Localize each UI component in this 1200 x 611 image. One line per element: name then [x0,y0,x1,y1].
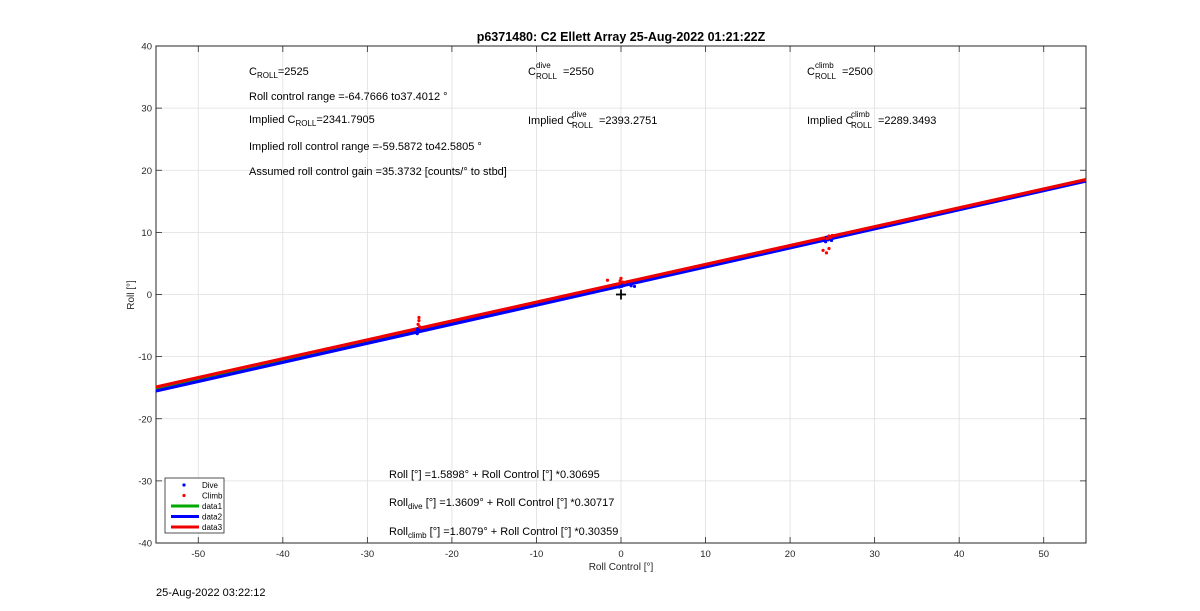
legend-marker-climb [182,493,186,498]
x-tick-label: -10 [530,549,544,560]
svg-text:=2393.2751: =2393.2751 [599,115,657,127]
point-dive [617,285,621,289]
x-tick-label: 0 [618,549,623,560]
svg-text:dive: dive [536,61,551,70]
x-tick-label: -50 [191,549,205,560]
point-dive [824,240,828,244]
point-climb [619,276,623,280]
y-tick-label: 20 [141,166,152,177]
point-climb [416,322,420,326]
svg-text:climb: climb [815,61,834,70]
annotation-c-roll: CROLL=2525 [249,66,309,80]
svg-text:climb: climb [851,110,870,119]
annotation-c-roll-dive: C dive ROLL =2550 [528,61,594,81]
y-tick-label: 10 [141,228,152,239]
x-tick-label: 20 [785,549,796,560]
annotation-c-roll-climb: C climb ROLL =2500 [807,61,873,81]
x-tick-label: -20 [445,549,459,560]
x-tick-label: 50 [1038,549,1049,560]
point-dive [414,330,418,334]
svg-text:ROLL: ROLL [815,72,836,81]
point-climb [830,233,834,238]
annotation-implied-roll-range: Implied roll control range =-59.5872 to4… [249,141,482,153]
legend-label-data3: data3 [202,523,223,532]
x-tick-label: 30 [869,549,880,560]
annotation-implied-c-roll-climb: Implied C climb ROLL =2289.3493 [807,110,936,130]
point-climb [824,251,829,255]
data-points [414,233,834,336]
svg-text:Implied C: Implied C [807,115,854,127]
point-dive [418,329,422,333]
y-tick-label: -30 [138,476,152,487]
point-climb [605,278,610,282]
point-dive [829,238,834,243]
svg-text:ROLL: ROLL [572,121,593,130]
svg-text:C: C [528,66,536,78]
footer-timestamp: 25-Aug-2022 03:22:12 [156,587,266,599]
svg-text:C: C [807,66,815,78]
point-climb [825,236,829,241]
svg-text:=2289.3493: =2289.3493 [878,115,936,127]
axis-ticks: -50 -40 -30 -20 -10 0 10 20 30 40 50 -40 -30 -20 -10 0 1… [138,42,1086,560]
point-climb [622,281,626,285]
x-tick-label: -40 [276,549,290,560]
point-dive [620,284,624,289]
point-dive [415,328,419,332]
point-dive [629,284,633,288]
point-climb [821,248,825,252]
point-climb [827,246,831,251]
y-tick-label: 40 [141,42,152,53]
annotation-roll-control-range: Roll control range =-64.7666 to37.4012 ° [249,91,448,103]
point-climb [618,279,622,283]
legend-label-climb: Climb [202,492,223,501]
x-tick-label: 10 [700,549,711,560]
x-tick-label: -30 [360,549,374,560]
legend-label-dive: Dive [202,481,219,490]
point-dive [632,284,637,289]
svg-text:Implied C: Implied C [528,115,575,127]
equation-dive: Rolldive [°] =1.3609° + Roll Control [°]… [389,497,614,511]
point-dive [626,282,630,287]
legend-label-data2: data2 [202,513,223,522]
svg-text:ROLL: ROLL [851,121,872,130]
y-tick-label: 30 [141,104,152,115]
legend-label-data1: data1 [202,502,223,511]
point-climb [417,315,421,320]
x-tick-label: 40 [954,549,965,560]
annotation-gain: Assumed roll control gain =35.3732 [coun… [249,166,507,178]
point-climb [417,318,421,323]
y-axis-label: Roll [°] [126,280,137,310]
annotation-implied-c-roll-dive: Implied C dive ROLL =2393.2751 [528,110,657,130]
svg-text:dive: dive [572,110,587,119]
chart-title: p6371480: C2 Ellett Array 25-Aug-2022 01… [477,30,766,44]
svg-text:=2500: =2500 [842,66,873,78]
y-tick-label: -40 [138,539,152,550]
equation-all: Roll [°] =1.5898° + Roll Control [°] *0.… [389,469,600,481]
y-tick-label: 0 [147,290,152,301]
annotation-implied-c-roll: Implied CROLL=2341.7905 [249,114,375,128]
fit-line-data3 [155,177,1087,389]
x-axis-label: Roll Control [°] [589,562,654,573]
legend-marker-dive [182,483,186,487]
equation-climb: Rollclimb [°] =1.8079° + Roll Control [°… [389,526,618,540]
y-tick-label: -10 [138,352,152,363]
svg-text:=2550: =2550 [563,66,594,78]
svg-text:ROLL: ROLL [536,72,557,81]
point-climb [418,325,422,329]
y-tick-label: -20 [138,414,152,425]
origin-marker [616,289,626,300]
